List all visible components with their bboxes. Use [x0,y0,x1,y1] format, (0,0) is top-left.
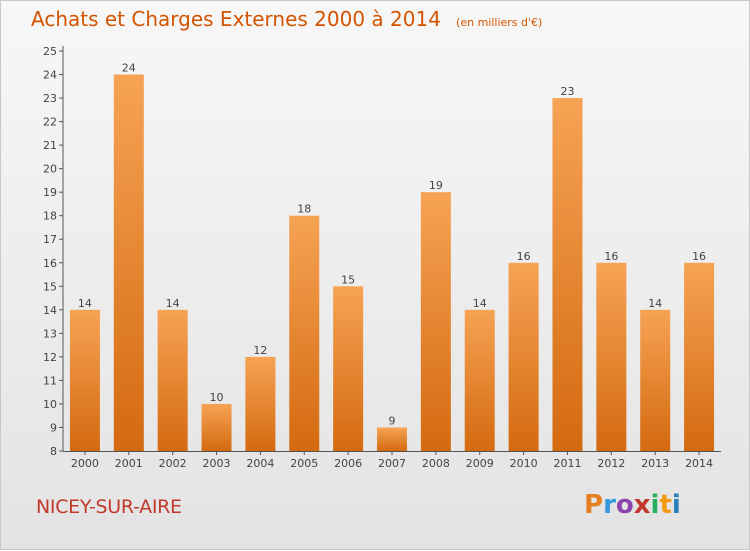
x-tick-label: 2013 [641,457,669,470]
logo-letter: i [650,490,660,520]
logo-letter: x [633,490,651,520]
chart-title-text: Achats et Charges Externes 2000 à 2014 [31,7,441,31]
y-tick-label: 11 [43,374,57,387]
y-tick-label: 19 [43,186,57,199]
logo-letter: t [659,490,672,520]
bar [113,74,144,451]
x-tick-label: 2006 [334,457,362,470]
logo-letter: r [603,490,616,520]
bar [596,262,627,451]
chart-unit-text: (en milliers d'€) [456,16,543,29]
bar [508,262,539,451]
y-tick-label: 12 [43,351,57,364]
proxiti-logo: Proxiti [584,490,681,520]
x-tick-label: 2011 [553,457,581,470]
x-tick-label: 2002 [159,457,187,470]
bar-value-label: 24 [122,62,136,75]
bar [201,403,232,451]
bar-value-label: 14 [166,297,180,310]
bar [289,215,320,451]
y-tick-label: 9 [50,421,57,434]
location-label: NICEY-SUR-AIRE [36,496,182,518]
bar-value-label: 16 [692,250,706,263]
y-tick-label: 16 [43,257,57,270]
y-tick-label: 15 [43,280,57,293]
bar-value-label: 16 [517,250,531,263]
x-tick-label: 2008 [422,457,450,470]
x-tick-label: 2005 [290,457,318,470]
bar-value-label: 10 [210,391,224,404]
bar-value-label: 16 [604,250,618,263]
bar [464,309,495,451]
x-tick-label: 2007 [378,457,406,470]
y-tick-label: 20 [43,163,57,176]
y-tick-label: 22 [43,116,57,129]
x-tick-label: 2010 [510,457,538,470]
y-tick-label: 21 [43,139,57,152]
bar [552,98,583,451]
x-tick-label: 2014 [685,457,713,470]
x-tick-label: 2001 [115,457,143,470]
y-tick-label: 23 [43,92,57,105]
x-tick-label: 2009 [466,457,494,470]
bar-value-label: 19 [429,179,443,192]
y-tick-label: 25 [43,45,57,58]
bar [377,427,407,451]
bar-value-label: 14 [473,297,487,310]
x-tick-label: 2004 [246,457,274,470]
bar-value-label: 18 [297,203,311,216]
bar [420,192,451,452]
bar [333,286,364,451]
bar [684,262,715,451]
logo-letter: o [615,490,634,520]
bar-value-label: 12 [253,344,267,357]
logo-letter: P [584,490,604,520]
bar-value-label: 14 [78,297,92,310]
bar-value-label: 9 [389,414,396,427]
x-tick-label: 2012 [597,457,625,470]
bar [69,309,100,451]
chart-title: Achats et Charges Externes 2000 à 2014 (… [31,7,542,31]
logo-letter: i [671,490,681,520]
y-tick-label: 10 [43,398,57,411]
y-tick-label: 24 [43,69,57,82]
bar-value-label: 14 [648,297,662,310]
y-tick-label: 8 [50,445,57,458]
x-tick-label: 2003 [203,457,231,470]
bar-value-label: 23 [560,85,574,98]
y-tick-label: 17 [43,233,57,246]
bar-value-label: 15 [341,273,355,286]
y-tick-label: 13 [43,327,57,340]
y-tick-label: 18 [43,210,57,223]
bar [640,309,671,451]
x-tick-label: 2000 [71,457,99,470]
bar [157,309,188,451]
bar [245,356,276,451]
y-tick-label: 14 [43,304,57,317]
